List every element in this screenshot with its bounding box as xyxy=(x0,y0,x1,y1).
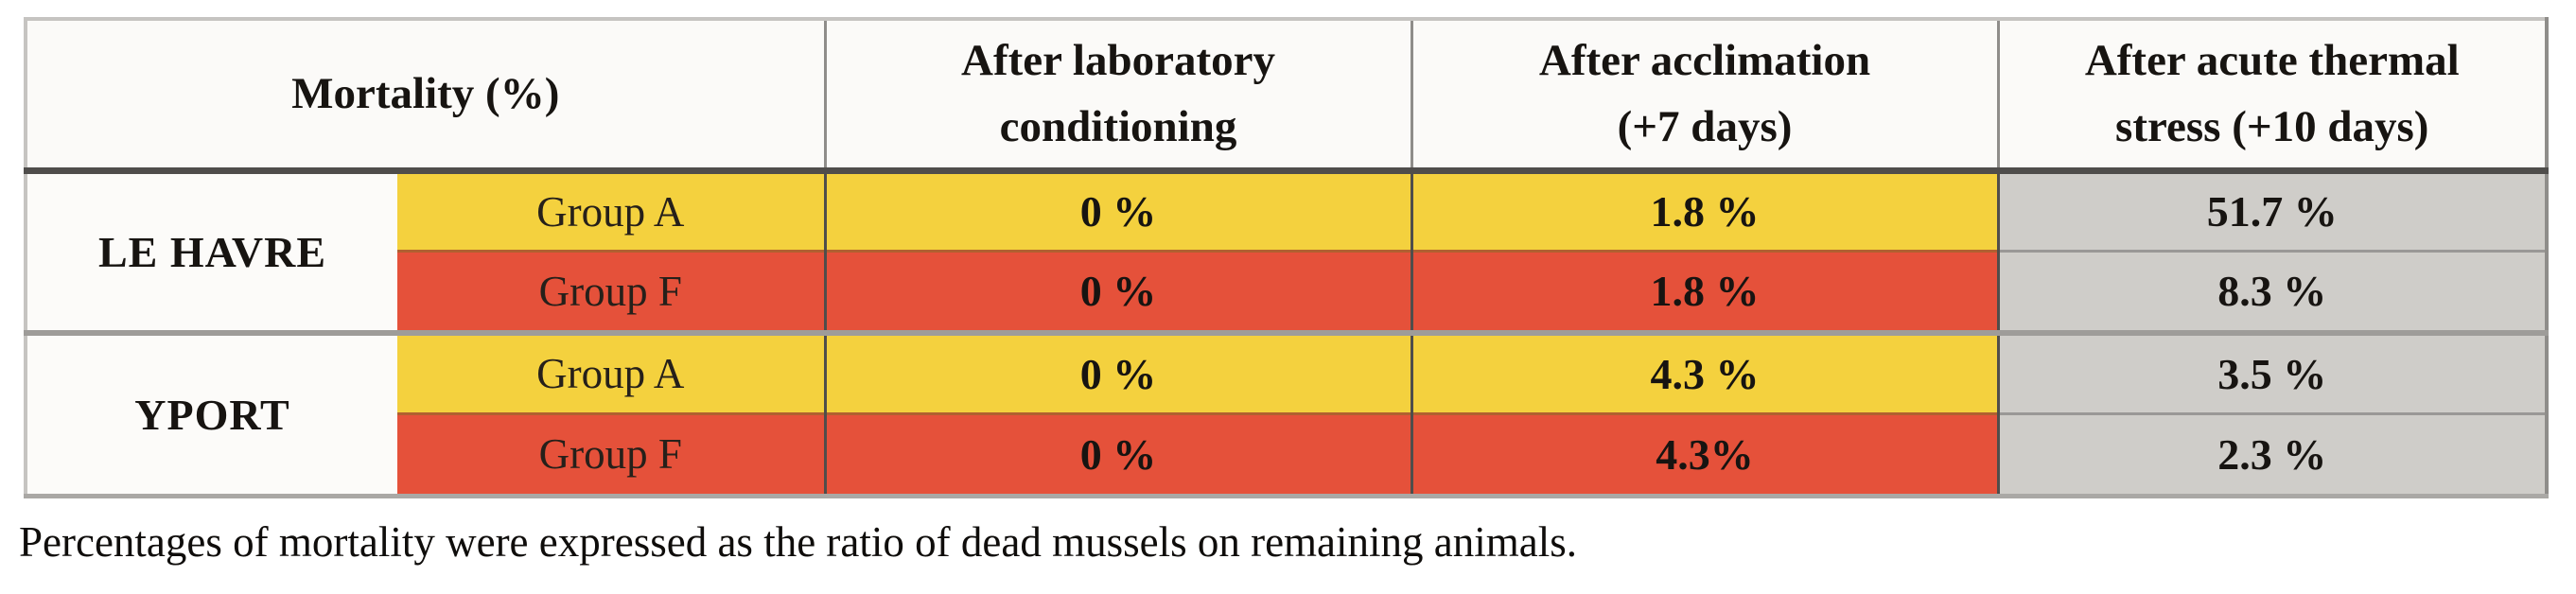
col-header-line2: stress (+10 days) xyxy=(2115,102,2429,152)
col-header-after-acclimation: After acclimation (+7 days) xyxy=(1410,19,1999,174)
col-header-line1: After laboratory xyxy=(961,35,1275,85)
col-header-line1: After acute thermal xyxy=(2084,35,2460,85)
group-cell: Group F xyxy=(397,411,826,496)
value-cell-after-acclimation: 1.8 % xyxy=(1410,170,1999,251)
value-cell-after-thermal-stress: 2.3 % xyxy=(1996,411,2548,496)
value-cell-after-acclimation: 4.3 % xyxy=(1410,330,1999,413)
col-header-line1: After acclimation xyxy=(1538,35,1871,85)
location-cell-yport: YPORT xyxy=(26,330,397,496)
table-row-yport-group-f: Group F 0 % 4.3% 2.3 % xyxy=(26,411,2548,496)
mortality-table-figure: Mortality (%) After laboratory condition… xyxy=(24,17,2550,498)
table-row-le-havre-group-f: Group F 0 % 1.8 % 8.3 % xyxy=(26,249,2548,333)
value-cell-after-thermal-stress: 51.7 % xyxy=(1996,170,2548,251)
mortality-table: Mortality (%) After laboratory condition… xyxy=(24,17,2550,498)
value-cell-after-thermal-stress: 3.5 % xyxy=(1996,330,2548,413)
col-header-line2: conditioning xyxy=(999,102,1237,152)
value-cell-after-acclimation: 1.8 % xyxy=(1410,249,1999,333)
table-caption: Percentages of mortality were expressed … xyxy=(19,518,1577,566)
corner-header-mortality: Mortality (%) xyxy=(26,19,826,174)
group-cell: Group A xyxy=(397,330,826,413)
group-cell: Group A xyxy=(397,170,826,251)
value-cell-after-laboratory: 0 % xyxy=(823,249,1412,333)
value-cell-after-acclimation: 4.3% xyxy=(1410,411,1999,496)
value-cell-after-laboratory: 0 % xyxy=(823,170,1412,251)
col-header-line2: (+7 days) xyxy=(1617,102,1793,152)
table-row-yport-group-a: YPORT Group A 0 % 4.3 % 3.5 % xyxy=(26,330,2548,496)
table-header-row: Mortality (%) After laboratory condition… xyxy=(26,19,2548,174)
value-cell-after-laboratory: 0 % xyxy=(823,330,1412,413)
col-header-after-laboratory: After laboratory conditioning xyxy=(823,19,1412,174)
value-cell-after-thermal-stress: 8.3 % xyxy=(1996,249,2548,333)
location-cell-le-havre: LE HAVRE xyxy=(26,170,397,333)
value-cell-after-laboratory: 0 % xyxy=(823,411,1412,496)
table-row-le-havre-group-a: LE HAVRE Group A 0 % 1.8 % 51.7 % xyxy=(26,170,2548,333)
group-cell: Group F xyxy=(397,249,826,333)
col-header-after-thermal-stress: After acute thermal stress (+10 days) xyxy=(1996,19,2548,174)
